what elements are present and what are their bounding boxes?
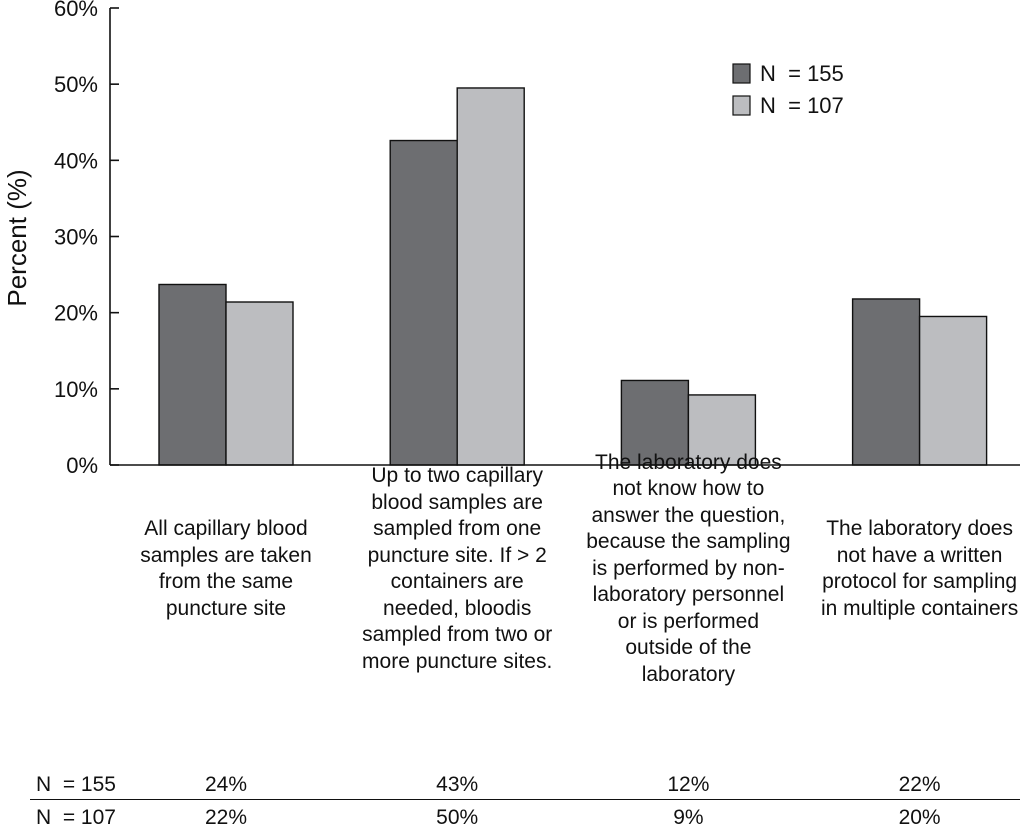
legend-swatch [732,95,751,116]
bar [456,87,525,466]
x-tick-label: Up to two capillary blood samples are samp… [362,464,553,673]
table-cell: 22% [204,806,248,829]
table-cell: 20% [898,806,941,829]
x-tick-label: All capillary blood samples are taken from… [140,517,312,620]
table-row: N = 107 22% 50% 9% 20% [0,806,1029,832]
bar [225,301,294,466]
bar [851,298,921,466]
x-tick-label: The laboratory does not know how to answer… [586,450,791,686]
y-tick-label: 40% [54,148,98,173]
y-axis-label: Percent (%) [2,169,32,306]
table-cell: 12% [667,773,710,796]
table-cell: 24% [204,773,248,796]
bar [158,283,227,466]
legend-label: N = 107 [760,93,844,118]
y-tick-label: 30% [54,225,98,250]
x-tick-label: The laboratory does not have a written pro… [820,517,1019,620]
bar [620,379,690,466]
y-tick-label: 60% [54,0,98,21]
y-axis: 0% 10% 20% 30% 40% 50% 60% [54,0,119,478]
legend-label: N = 155 [760,61,844,86]
legend: N = 155 N = 107 [732,61,844,118]
y-tick-label: 10% [54,377,98,402]
bar [918,315,988,466]
table-cell: 50% [436,806,479,829]
table-cell: 9% [673,806,704,829]
bar [389,139,458,466]
table-cell: 43% [436,773,479,796]
table-series-name: N = 155 [36,773,116,796]
table-series-name: N = 107 [36,806,116,829]
table-cell: 22% [898,773,941,796]
bars [110,87,1020,466]
table-row: N = 155 24% 43% 12% 22% [0,773,1029,799]
y-tick-label: 0% [66,453,98,478]
y-tick-label: 50% [54,72,98,97]
y-tick-label: 20% [54,301,98,326]
legend-swatch [732,63,751,84]
table-divider [30,799,1020,800]
